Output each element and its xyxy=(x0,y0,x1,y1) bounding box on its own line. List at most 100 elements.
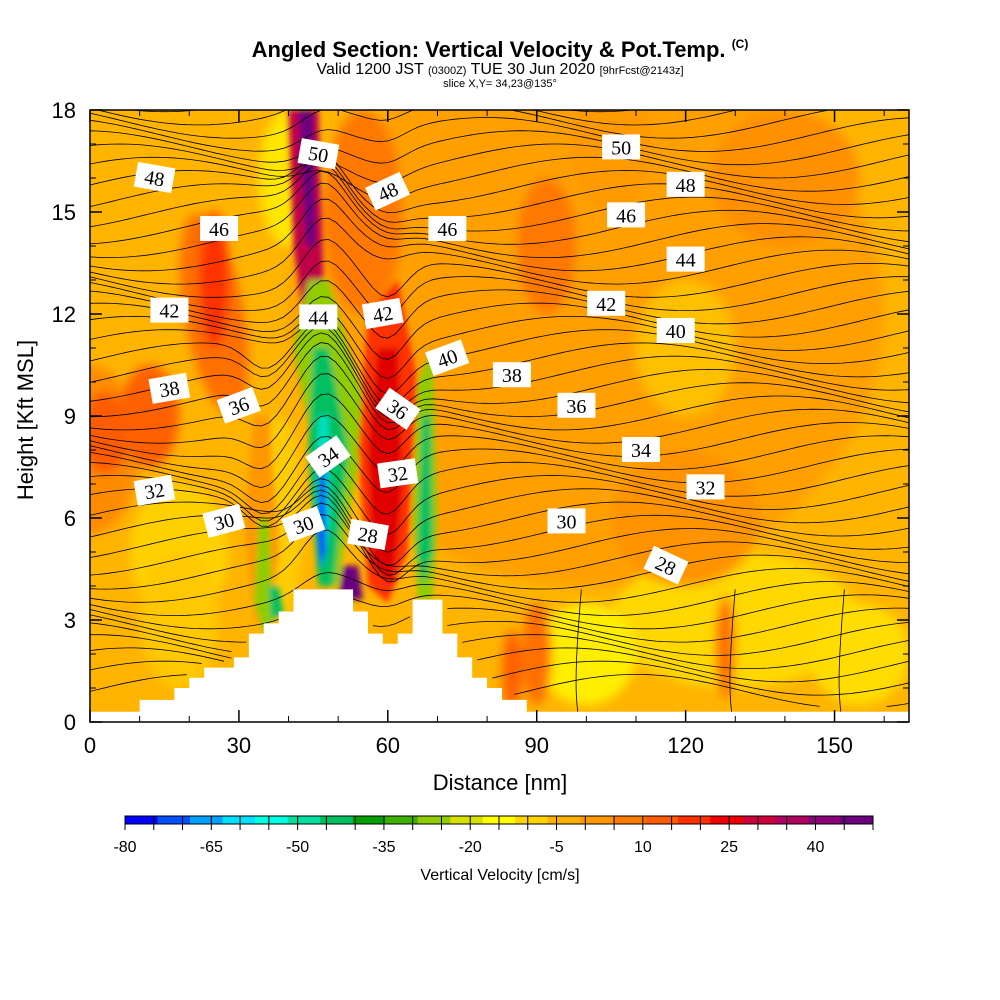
contour-label: 46 xyxy=(200,216,239,241)
colorbar-tick-label: -20 xyxy=(459,839,482,856)
colorbar-title: Vertical Velocity [cm/s] xyxy=(420,867,579,884)
colorbar-swatch xyxy=(352,816,386,824)
forecast-info: [9hrFcst@2143z] xyxy=(599,65,684,77)
contour-label-text: 38 xyxy=(502,365,522,387)
contour-label: 32 xyxy=(377,458,419,489)
contour-label: 38 xyxy=(492,362,531,388)
colorbar-tick-label: 40 xyxy=(807,839,825,856)
contour-label-text: 46 xyxy=(209,219,229,241)
chart-title: Angled Section: Vertical Velocity & Pot.… xyxy=(0,37,1000,63)
contour-label-text: 32 xyxy=(386,463,409,488)
contour-label: 36 xyxy=(557,392,596,418)
contour-label-text: 32 xyxy=(695,477,715,499)
title-suffix: (C) xyxy=(731,37,749,51)
colorbar-swatch xyxy=(710,816,744,824)
x-tick-label: 30 xyxy=(227,733,251,758)
contour-line xyxy=(90,342,909,424)
contour-line xyxy=(90,514,909,590)
x-tick-label: 90 xyxy=(524,733,548,758)
contour-label: 36 xyxy=(375,387,421,430)
colorbar-tick-label: 25 xyxy=(720,839,738,856)
contour-label-box xyxy=(200,216,239,241)
colorbar-swatch xyxy=(157,816,191,824)
contour-line xyxy=(90,238,909,298)
colorbar-swatch xyxy=(775,816,809,824)
y-tick-label: 18 xyxy=(52,98,76,123)
field-patch-2 xyxy=(90,392,130,474)
contour-label: 44 xyxy=(299,304,338,330)
contour-line xyxy=(90,572,909,617)
x-axis-title: Distance [nm] xyxy=(433,770,568,795)
theta-contours xyxy=(90,110,909,712)
contour-label-box xyxy=(666,246,705,272)
contour-label-text: 36 xyxy=(566,396,586,418)
contour-line xyxy=(447,621,909,656)
contour-line xyxy=(129,110,636,113)
contour-line xyxy=(90,156,909,201)
contour-label-box xyxy=(216,387,261,424)
colorbar-swatch xyxy=(287,816,321,824)
contour-label-box xyxy=(133,161,176,194)
y-tick-label: 9 xyxy=(64,404,76,429)
contour-label: 42 xyxy=(361,297,404,330)
contour-label-box xyxy=(428,216,467,241)
contour-line xyxy=(447,607,909,643)
contour-line xyxy=(90,110,832,139)
field-patch-19 xyxy=(636,280,736,416)
colorbar-swatch xyxy=(320,816,354,824)
valid-utc: (0300Z) xyxy=(427,65,467,77)
contour-label-text: 42 xyxy=(159,301,179,323)
contour-line xyxy=(90,156,909,223)
contour-label-text: 28 xyxy=(356,523,380,548)
contour-line xyxy=(90,162,909,232)
contour-label-box xyxy=(602,134,641,160)
contour-line xyxy=(90,454,909,515)
contour-line xyxy=(90,415,909,489)
contour-line xyxy=(90,634,232,659)
contour-label: 36 xyxy=(216,387,261,424)
contour-label: 44 xyxy=(666,246,705,272)
contour-label-box xyxy=(297,138,340,170)
contour-label: 46 xyxy=(428,216,467,241)
contour-line-vertical xyxy=(729,589,736,712)
contour-line xyxy=(90,307,909,379)
contour-line xyxy=(372,616,411,627)
colorbar-swatch xyxy=(125,816,159,824)
contour-line xyxy=(90,117,909,152)
contour-label-text: 30 xyxy=(557,511,577,533)
contour-label: 32 xyxy=(133,474,176,506)
contour-label-box xyxy=(305,435,351,478)
colorbar-swatch xyxy=(580,816,614,824)
contour-label-box xyxy=(202,503,246,538)
y-tick-label: 15 xyxy=(52,200,76,225)
colorbar-swatch xyxy=(612,816,646,824)
contour-label: 30 xyxy=(202,503,246,538)
colorbar-swatch xyxy=(840,816,874,824)
contour-label-box xyxy=(547,508,586,534)
contour-label-box xyxy=(686,474,725,500)
contour-label-text: 34 xyxy=(631,440,651,462)
contour-label-box xyxy=(133,474,176,506)
contour-label: 30 xyxy=(281,506,326,543)
field-patch-16 xyxy=(715,596,736,699)
chart-subtitle: Valid 1200 JST (0300Z) TUE 30 Jun 2020 [… xyxy=(0,61,1000,79)
colorbar-tick-label: -5 xyxy=(549,839,563,856)
colorbar-swatch xyxy=(807,816,841,824)
contour-line xyxy=(886,703,909,707)
valid-prefix: Valid 1200 JST xyxy=(316,61,424,78)
contour-line xyxy=(90,332,909,419)
colorbar-swatch xyxy=(190,816,224,824)
field-patch-15 xyxy=(521,603,552,705)
y-tick-label: 6 xyxy=(64,506,76,531)
colorbar-swatch xyxy=(547,816,581,824)
contour-label-box xyxy=(643,545,689,585)
contour-label: 50 xyxy=(297,138,340,170)
contour-line xyxy=(90,468,909,536)
contour-line xyxy=(90,315,909,395)
x-tick-label: 60 xyxy=(376,733,400,758)
contour-line xyxy=(90,260,909,318)
contour-label-text: 46 xyxy=(437,219,457,241)
contour-label-text: 48 xyxy=(676,175,696,197)
